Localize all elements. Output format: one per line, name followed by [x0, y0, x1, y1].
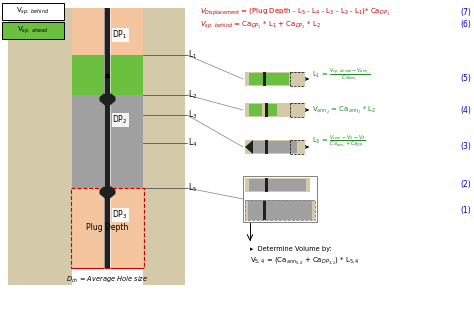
Bar	[72, 55, 143, 95]
Text: L$_3$ = $\frac{V_{cem} - V_5 - V_4}{Ca_{ann_3} + Ca_{DP_2}}$: L$_3$ = $\frac{V_{cem} - V_5 - V_4}{Ca_{…	[312, 134, 366, 150]
Bar	[72, 8, 143, 285]
Bar	[268, 104, 277, 116]
Bar	[245, 72, 305, 86]
Bar	[263, 72, 266, 86]
Polygon shape	[100, 186, 116, 198]
Bar	[253, 141, 297, 153]
Bar	[248, 200, 312, 220]
Text: Plug Depth: Plug Depth	[86, 223, 128, 233]
Text: V$_{sp.\ ahead}$: V$_{sp.\ ahead}$	[17, 25, 49, 36]
Text: ▸  Determine Volume by:: ▸ Determine Volume by:	[250, 246, 332, 252]
Bar	[72, 143, 143, 188]
Text: V$_{ann_2}$ = Ca$_{ann_2}$ * L$_2$: V$_{ann_2}$ = Ca$_{ann_2}$ * L$_2$	[312, 105, 376, 115]
Text: $D_{oh}$ = Average Hole size: $D_{oh}$ = Average Hole size	[66, 275, 148, 285]
Text: L$_5$: L$_5$	[188, 182, 197, 194]
Text: L$_4$: L$_4$	[188, 137, 197, 149]
Text: DP$_1$: DP$_1$	[112, 29, 128, 41]
Text: L$_1$: L$_1$	[188, 49, 197, 61]
Text: V$_{sp.\ behind}$: V$_{sp.\ behind}$	[16, 6, 50, 17]
Text: DP$_3$: DP$_3$	[112, 209, 128, 221]
Bar	[249, 179, 306, 191]
Bar	[249, 104, 262, 116]
Text: (3): (3)	[460, 142, 471, 152]
Bar	[245, 200, 315, 220]
Bar	[72, 95, 143, 143]
Bar	[263, 200, 266, 220]
Text: L$_2$: L$_2$	[188, 89, 197, 101]
Bar	[8, 8, 185, 285]
Bar	[104, 198, 110, 268]
Text: (4): (4)	[460, 106, 471, 114]
Bar	[71, 188, 144, 268]
Text: (7): (7)	[460, 8, 471, 16]
Bar	[104, 8, 110, 93]
Bar	[245, 103, 305, 117]
Text: DP$_2$: DP$_2$	[112, 114, 128, 126]
Bar	[2, 3, 64, 20]
Polygon shape	[100, 93, 116, 105]
Text: V$_{5,4}$ = (Ca$_{ann_{5,4}}$ + Ca$_{DP_{3,2}}$) * L$_{5,4}$: V$_{5,4}$ = (Ca$_{ann_{5,4}}$ + Ca$_{DP_…	[250, 256, 360, 266]
Text: (6): (6)	[460, 20, 471, 30]
Text: $V_{sp.\ behind}$ = Ca$_{DP_1}$ * L$_1$ + Ca$_{DP_2}$ * L$_2$: $V_{sp.\ behind}$ = Ca$_{DP_1}$ * L$_1$ …	[200, 19, 321, 31]
Bar	[243, 176, 317, 222]
Bar	[72, 188, 143, 268]
Polygon shape	[245, 140, 253, 154]
Bar	[265, 140, 268, 154]
Text: L$_3$: L$_3$	[188, 109, 197, 121]
Bar	[245, 140, 305, 154]
Text: (1): (1)	[460, 206, 471, 215]
Bar	[245, 178, 310, 192]
Text: (2): (2)	[460, 180, 471, 190]
Text: $V_{Displacement}$ = (Plug Depth - L$_5$ - L$_4$ - L$_3$ - L$_2$ - L$_1$)* Ca$_{: $V_{Displacement}$ = (Plug Depth - L$_5$…	[200, 6, 390, 18]
Text: L$_1$ = $\frac{V_{sp.\ ahead} - V_{ann_2}}{Ca_{ann_1}}$: L$_1$ = $\frac{V_{sp.\ ahead} - V_{ann_2…	[312, 67, 370, 84]
Bar	[265, 103, 268, 117]
Bar	[104, 105, 110, 186]
Text: (5): (5)	[460, 74, 471, 84]
Bar	[72, 8, 143, 55]
Bar	[265, 178, 268, 192]
Bar	[2, 22, 64, 39]
Bar	[249, 73, 289, 85]
Bar	[245, 200, 315, 220]
